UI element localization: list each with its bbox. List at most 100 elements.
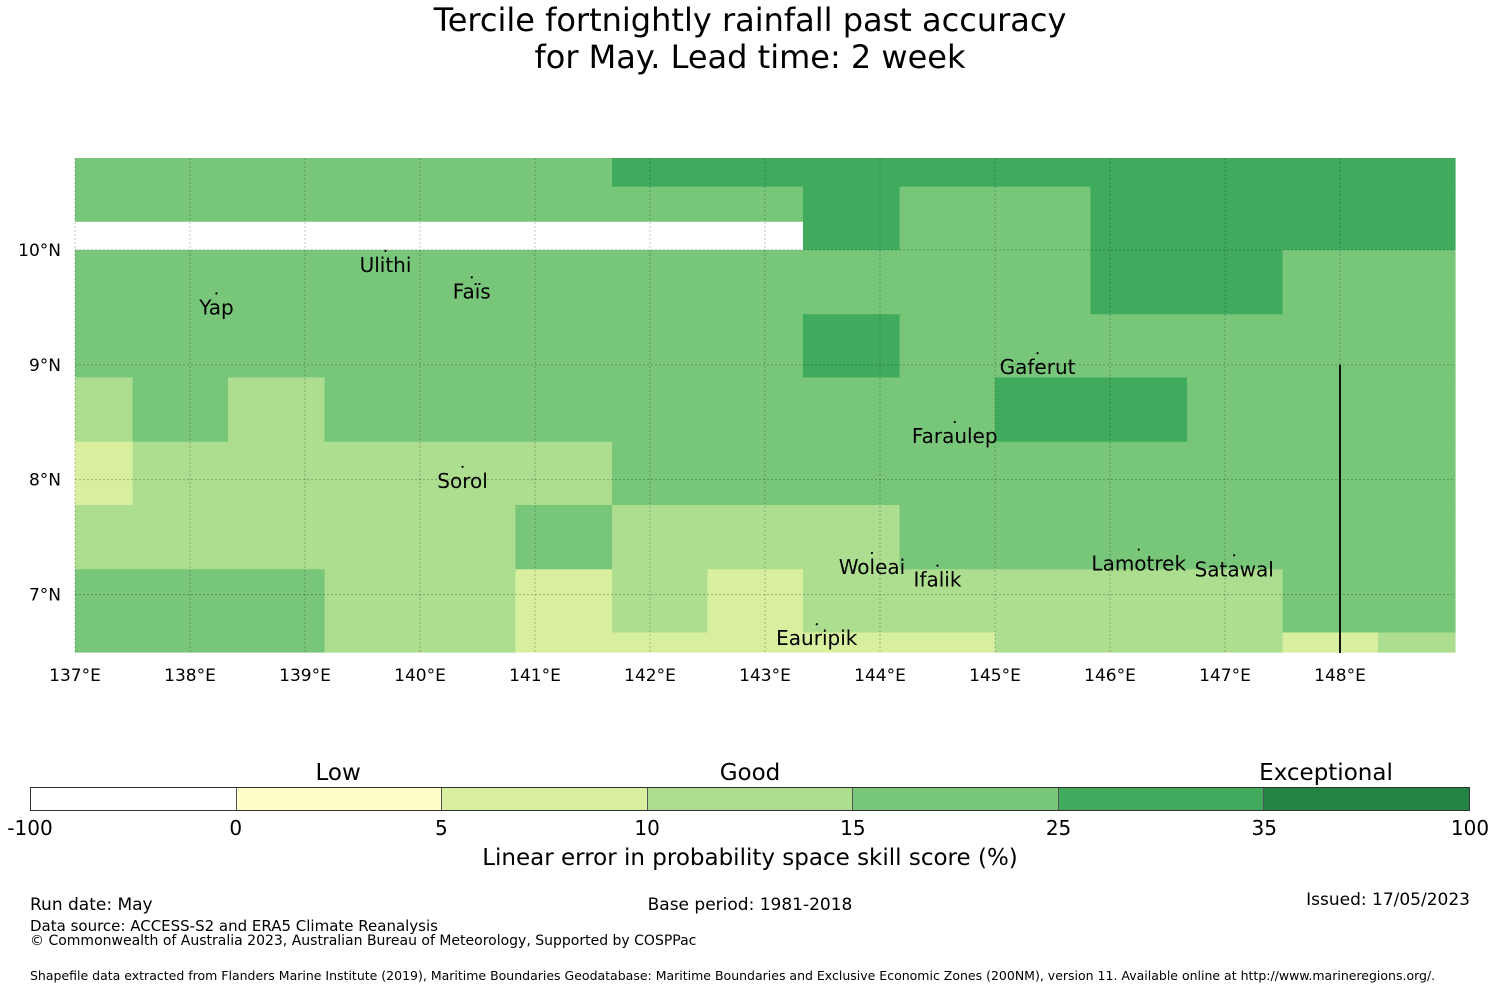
skill-map: Ulithi Faïs Yap Gaferut Faraulep Sorol Woleai I… (18, 158, 1456, 686)
lon-tick-label: 138°E (164, 666, 216, 686)
place-label: Sorol (437, 469, 488, 493)
skill-cell (515, 569, 613, 653)
lon-tick-label: 142°E (624, 666, 676, 686)
lon-tick-label: 141°E (509, 666, 561, 686)
skill-cell (612, 569, 709, 634)
lon-tick-label: 146°E (1084, 666, 1136, 686)
skill-cell (995, 377, 1188, 443)
title-line-1: Tercile fortnightly rainfall past accura… (433, 1, 1067, 39)
skill-cell (1282, 249, 1456, 315)
skill-cell (75, 504, 517, 570)
colorbar-tick-label: 100 (1450, 816, 1490, 840)
lon-tick-label: 139°E (279, 666, 331, 686)
colorbar-segment (853, 788, 1059, 810)
skill-cell (1090, 186, 1456, 251)
colorbar-segment (647, 788, 854, 810)
title-line-2: for May. Lead time: 2 week (534, 38, 966, 76)
skill-cell (802, 314, 901, 379)
colorbar-tick-label: 5 (435, 816, 448, 840)
lon-tick-label: 147°E (1199, 666, 1251, 686)
island-marker (953, 420, 956, 424)
colorbar-segment (442, 788, 648, 810)
lat-tick-label: 10°N (18, 241, 61, 261)
skill-cell (75, 249, 1092, 315)
lon-tick-label: 148°E (1314, 666, 1366, 686)
skill-cell (515, 504, 613, 570)
skill-cell (802, 569, 1284, 634)
lon-tick-label: 137°E (49, 666, 101, 686)
place-label: Ulithi (360, 253, 412, 277)
skill-cell (75, 569, 326, 653)
lon-tick-label: 140°E (394, 666, 446, 686)
skill-cell (227, 377, 326, 443)
colorbar-level-label: Exceptional (1259, 760, 1393, 786)
colorbar-segment (1264, 788, 1470, 810)
base-period: Base period: 1981-2018 (647, 895, 853, 915)
place-label: Satawal (1195, 557, 1274, 581)
island-marker (461, 465, 464, 468)
graticule (74, 158, 1455, 652)
colorbar-tick-label: 15 (840, 816, 866, 840)
skill-cell (802, 632, 996, 653)
island-marker (815, 623, 818, 626)
island-marker (215, 292, 218, 295)
island-marker (1137, 548, 1140, 551)
skill-cell (324, 377, 996, 443)
skill-cell (132, 441, 613, 506)
skill-cell (1282, 569, 1456, 634)
skill-cells (75, 158, 1456, 653)
skill-cell (1377, 632, 1456, 653)
place-label: Faïs (453, 279, 491, 303)
colorbar-segment (236, 788, 443, 810)
skill-cell (995, 632, 1284, 653)
copyright: © Commonwealth of Australia 2023, Austra… (30, 933, 697, 949)
place-label: Lamotrek (1091, 552, 1186, 576)
island-marker (384, 249, 387, 252)
colorbar (30, 787, 1470, 811)
skill-cell (1090, 249, 1284, 315)
place-label: Yap (198, 295, 233, 319)
skill-cell (75, 441, 134, 506)
place-label: Gaferut (1000, 355, 1076, 379)
data-source: Data source: ACCESS-S2 and ERA5 Climate … (30, 917, 438, 935)
skill-cell (899, 314, 1456, 379)
colorbar-level-label: Low (315, 760, 361, 786)
colorbar-label: Linear error in probability space skill … (482, 845, 1018, 871)
axis-tick-labels: 137°E 138°E 139°E 140°E 141°E 142°E 143°E 144°E… (18, 241, 1366, 686)
colorbar-level-label: Good (719, 760, 781, 786)
colorbar-tick-label: -100 (7, 816, 53, 840)
skill-cell (612, 504, 901, 570)
colorbar-segment (1058, 788, 1265, 810)
skill-cell (75, 377, 134, 443)
colorbar-segment (31, 788, 237, 810)
island-marker (1036, 351, 1039, 355)
place-label: Faraulep (912, 424, 998, 448)
island-marker (470, 276, 473, 279)
colorbar-tick-label: 10 (634, 816, 660, 840)
place-labels: Ulithi Faïs Yap Gaferut Faraulep Sorol Woleai I… (198, 249, 1274, 650)
place-label: Eauripik (776, 626, 858, 650)
place-label: Woleai (839, 555, 906, 579)
skill-cell (899, 504, 1456, 570)
skill-cell (75, 314, 804, 379)
skill-cell (1282, 632, 1379, 653)
colorbar-tick-label: 25 (1045, 816, 1072, 840)
skill-cell (612, 186, 804, 222)
lon-tick-label: 143°E (739, 666, 791, 686)
colorbar-tick-label: 0 (229, 816, 243, 840)
skill-cell (707, 569, 804, 653)
colorbar-tick-label: 35 (1251, 816, 1278, 840)
island-marker (870, 551, 874, 555)
lat-tick-label: 7°N (29, 586, 61, 606)
place-label: Ifalik (914, 568, 962, 592)
island-marker (936, 564, 939, 567)
lat-tick-label: 9°N (29, 356, 61, 376)
lon-tick-label: 144°E (854, 666, 906, 686)
skill-cell (612, 158, 1456, 188)
skill-cell (1187, 377, 1456, 443)
skill-cell (324, 569, 517, 653)
skill-cell (75, 158, 613, 222)
run-date: Run date: May (30, 895, 153, 915)
skill-cell (612, 441, 1456, 506)
issued-date: Issued: 17/05/2023 (1306, 890, 1470, 910)
